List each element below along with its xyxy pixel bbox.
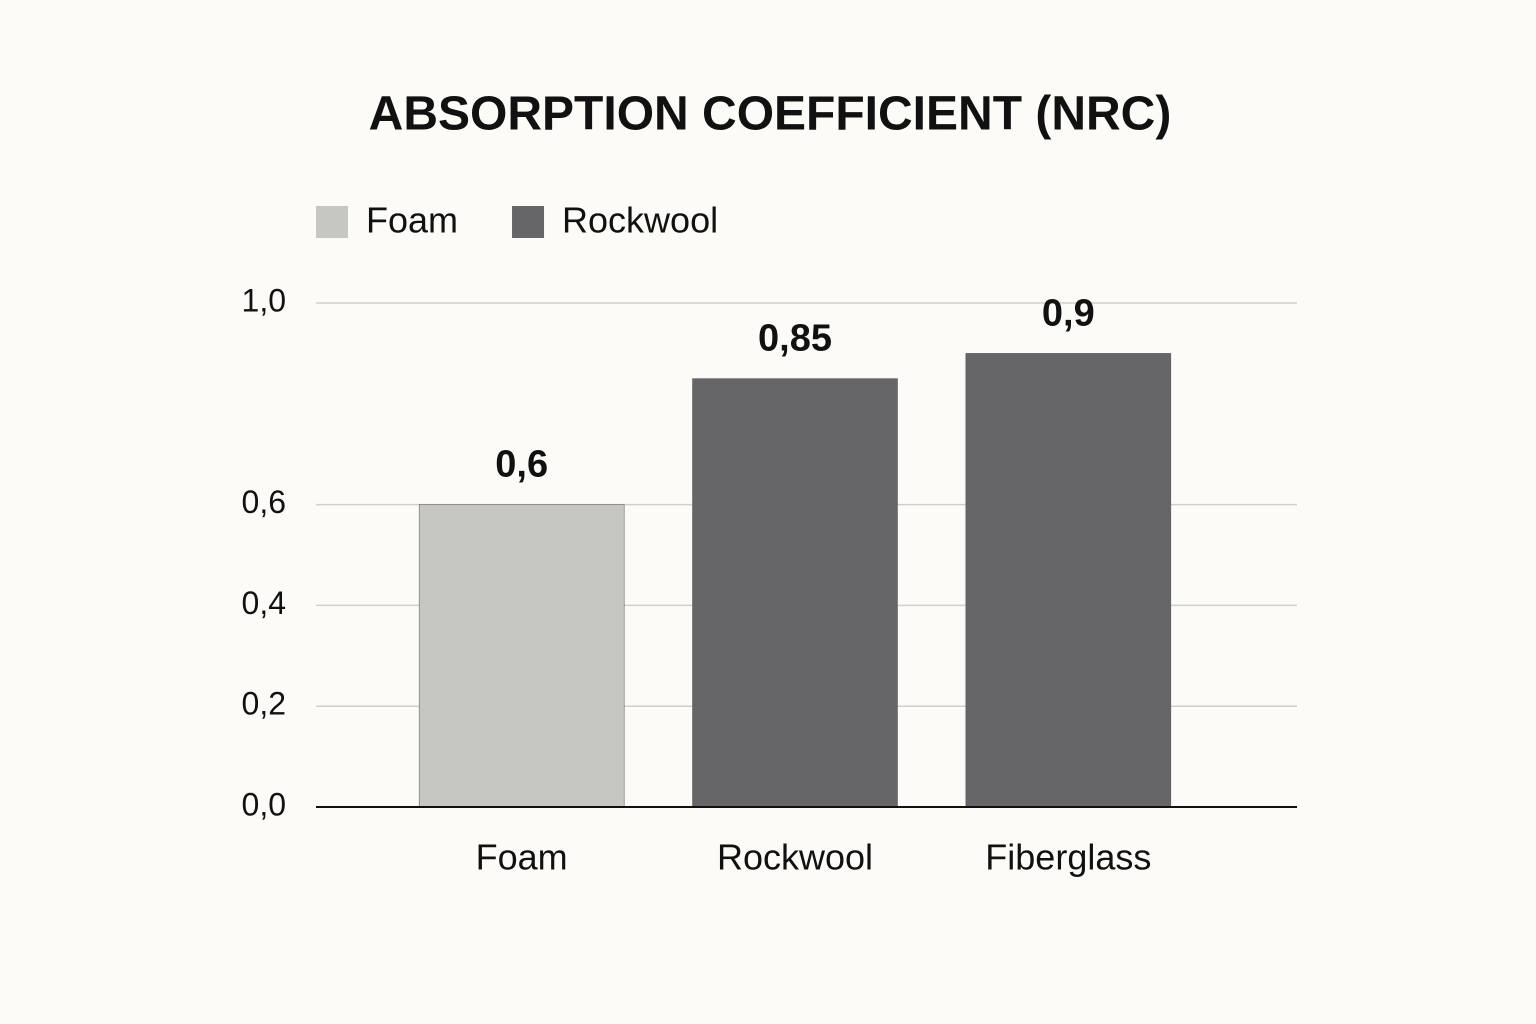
x-tick-label: Foam (476, 837, 568, 878)
legend-swatch (512, 206, 545, 238)
x-tick-label: Fiberglass (985, 837, 1151, 878)
data-label: 0,6 (495, 444, 548, 486)
y-tick-label: 0,2 (242, 686, 286, 722)
y-tick-label: 0,6 (242, 484, 286, 520)
bar (692, 378, 898, 808)
y-tick-label: 1,0 (242, 282, 286, 318)
y-tick-label: 0,4 (242, 585, 286, 621)
bar (418, 504, 625, 808)
bar (965, 353, 1172, 808)
legend-label: Rockwool (562, 200, 718, 241)
data-label: 0,9 (1042, 292, 1095, 334)
legend-label: Foam (366, 200, 458, 241)
data-label: 0,85 (758, 318, 832, 360)
chart-title: ABSORPTION COEFFICIENT (NRC) (369, 88, 1172, 141)
x-tick-label: Rockwool (717, 837, 873, 878)
legend-swatch (316, 206, 348, 238)
y-tick-label: 0,0 (242, 786, 286, 822)
